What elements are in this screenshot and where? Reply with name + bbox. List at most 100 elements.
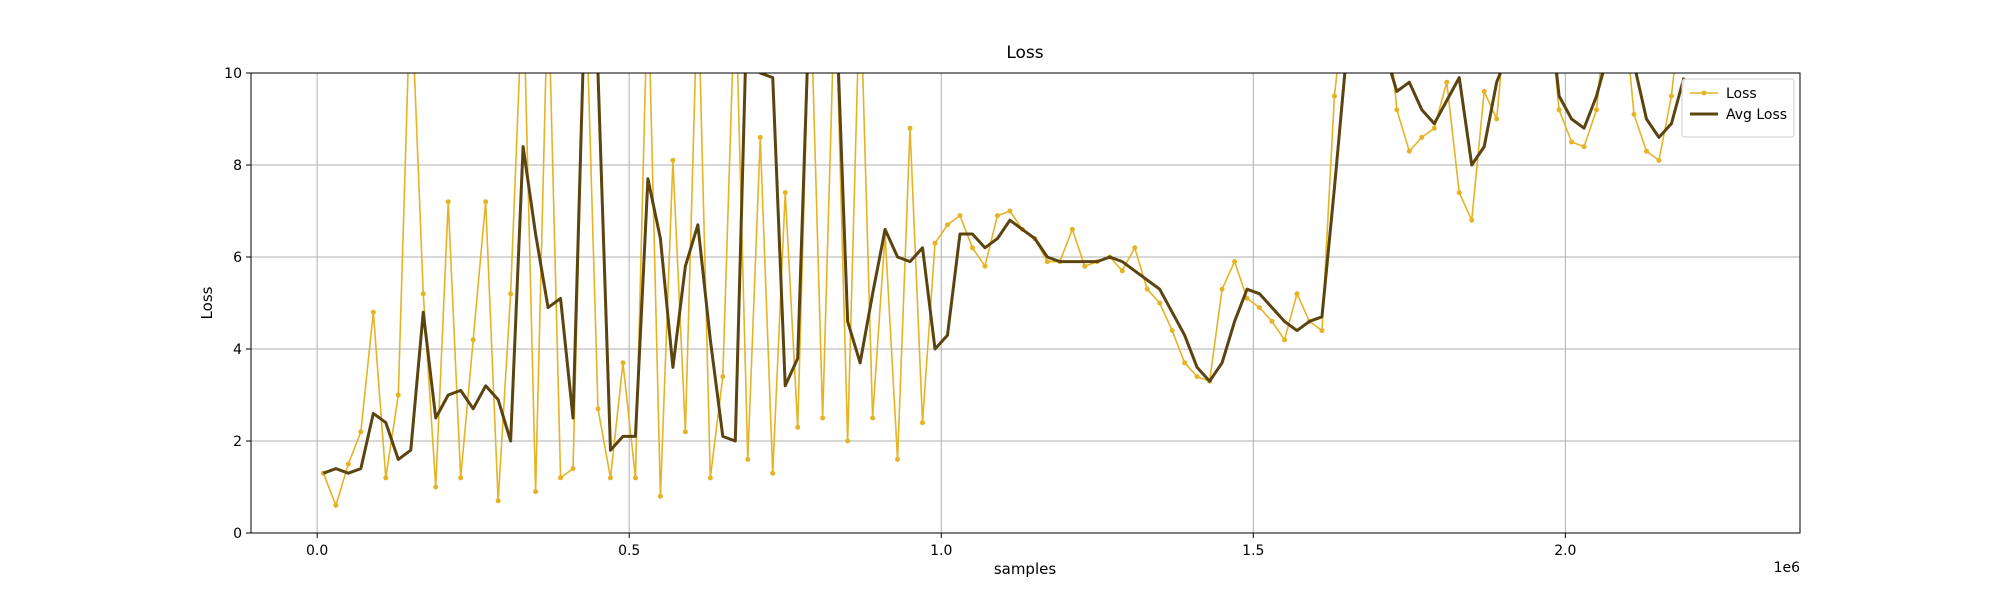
data-point: [1668, 93, 1674, 99]
y-tick-label: 0: [233, 526, 242, 542]
data-point: [657, 493, 663, 499]
y-tick-label: 10: [224, 66, 242, 82]
legend-marker: [1701, 90, 1707, 96]
data-point: [558, 475, 564, 481]
data-point: [1456, 190, 1462, 196]
axes-frame: [250, 72, 1801, 534]
data-point: [1157, 300, 1163, 306]
data-point: [994, 213, 1000, 219]
data-point: [682, 429, 688, 435]
data-point: [595, 406, 601, 412]
data-point: [1119, 268, 1125, 274]
data-point: [570, 466, 576, 472]
data-point: [1182, 360, 1188, 366]
data-point: [1294, 291, 1300, 297]
data-point: [957, 213, 963, 219]
data-point: [707, 475, 713, 481]
data-point: [1556, 107, 1562, 113]
x-axis-label: samples: [994, 560, 1057, 578]
data-point: [1244, 295, 1250, 301]
data-point: [1406, 148, 1412, 154]
data-point: [1581, 144, 1587, 150]
data-point: [1643, 148, 1649, 154]
data-point: [820, 415, 826, 421]
x-offset-label: 1e6: [1774, 560, 1801, 576]
data-point: [383, 475, 389, 481]
data-point: [395, 392, 401, 398]
data-point: [745, 456, 751, 462]
data-point: [1594, 107, 1600, 113]
data-point: [433, 484, 439, 490]
data-point: [1319, 328, 1325, 334]
data-point: [345, 461, 351, 467]
data-point: [1481, 88, 1487, 94]
data-point: [1082, 263, 1088, 269]
data-point: [1281, 337, 1287, 343]
data-point: [508, 291, 514, 297]
legend-label: Avg Loss: [1726, 107, 1787, 123]
data-point: [1069, 226, 1075, 232]
data-point: [1431, 125, 1437, 131]
data-point: [720, 374, 726, 380]
x-tick-label: 2.0: [1554, 543, 1576, 559]
data-point: [757, 134, 763, 140]
data-point: [445, 199, 451, 205]
data-point: [333, 502, 339, 508]
data-point: [870, 415, 876, 421]
ticks: 0 2 4 6 8 10 0.0 0.5 1.0 1.5 2.0: [224, 66, 1576, 559]
data-point: [1007, 208, 1013, 214]
data-point: [932, 240, 938, 246]
data-point: [1656, 157, 1662, 163]
data-point: [358, 429, 364, 435]
data-point: [1169, 328, 1175, 334]
y-tick-label: 2: [233, 434, 242, 450]
x-tick-label: 1.5: [1242, 543, 1264, 559]
data-point: [1419, 134, 1425, 140]
data-point: [1444, 79, 1450, 85]
chart-title: Loss: [1006, 43, 1043, 63]
plot-area: [320, 73, 1686, 508]
data-point: [632, 475, 638, 481]
data-point: [1394, 107, 1400, 113]
legend: Loss Avg Loss: [1681, 78, 1795, 138]
legend-label: Loss: [1726, 86, 1757, 102]
data-point: [969, 245, 975, 251]
data-point: [1257, 305, 1263, 311]
data-point: [1331, 93, 1337, 99]
data-point: [470, 337, 476, 343]
data-point: [982, 263, 988, 269]
y-tick-label: 8: [233, 158, 242, 174]
series-line: [322, 73, 1686, 475]
data-point: [483, 199, 489, 205]
data-point: [1494, 116, 1500, 122]
data-point: [895, 456, 901, 462]
data-point: [1132, 245, 1138, 251]
data-point: [495, 498, 501, 504]
x-tick-label: 0.5: [618, 543, 640, 559]
data-point: [845, 438, 851, 444]
data-point: [1194, 374, 1200, 380]
series-line: [322, 73, 1675, 507]
data-point: [607, 475, 613, 481]
data-point: [1232, 259, 1238, 265]
data-point: [370, 309, 376, 315]
x-tick-label: 1.0: [930, 543, 952, 559]
grid: [251, 72, 1800, 534]
data-point: [1631, 111, 1637, 117]
data-point: [458, 475, 464, 481]
data-point: [533, 489, 539, 495]
data-point: [770, 470, 776, 476]
data-point: [944, 222, 950, 228]
data-point: [1144, 286, 1150, 292]
data-point: [1469, 217, 1475, 223]
x-tick-label: 0.0: [306, 543, 328, 559]
data-point: [1569, 139, 1575, 145]
data-point: [1269, 318, 1275, 324]
data-point: [420, 291, 426, 297]
data-point: [670, 157, 676, 163]
data-point: [795, 424, 801, 430]
y-axis-label: Loss: [198, 286, 216, 319]
data-point: [620, 360, 626, 366]
